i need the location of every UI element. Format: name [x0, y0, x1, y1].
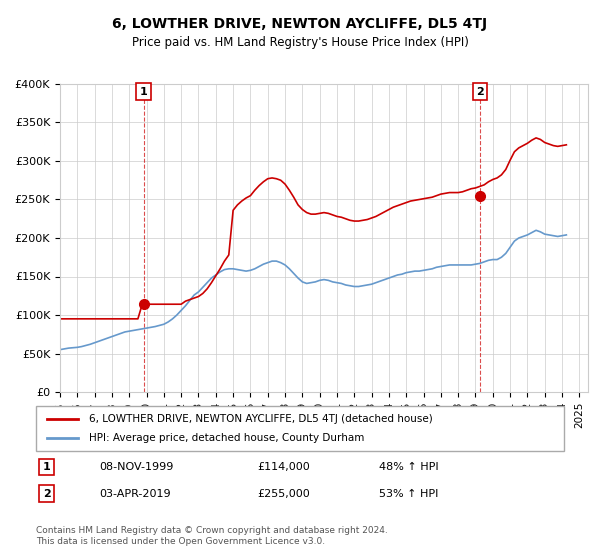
Text: £114,000: £114,000 — [258, 462, 311, 472]
Text: 53% ↑ HPI: 53% ↑ HPI — [379, 489, 439, 498]
Text: Price paid vs. HM Land Registry's House Price Index (HPI): Price paid vs. HM Land Registry's House … — [131, 36, 469, 49]
Text: 6, LOWTHER DRIVE, NEWTON AYCLIFFE, DL5 4TJ (detached house): 6, LOWTHER DRIVE, NEWTON AYCLIFFE, DL5 4… — [89, 413, 433, 423]
Text: 2: 2 — [476, 87, 484, 97]
Text: 48% ↑ HPI: 48% ↑ HPI — [379, 462, 439, 472]
Text: HPI: Average price, detached house, County Durham: HPI: Average price, detached house, Coun… — [89, 433, 364, 444]
Text: 08-NOV-1999: 08-NOV-1999 — [100, 462, 174, 472]
Text: 1: 1 — [140, 87, 148, 97]
Text: 6, LOWTHER DRIVE, NEWTON AYCLIFFE, DL5 4TJ: 6, LOWTHER DRIVE, NEWTON AYCLIFFE, DL5 4… — [112, 17, 488, 31]
Text: 1: 1 — [43, 462, 50, 472]
FancyBboxPatch shape — [36, 406, 564, 451]
Text: 03-APR-2019: 03-APR-2019 — [100, 489, 171, 498]
Text: Contains HM Land Registry data © Crown copyright and database right 2024.
This d: Contains HM Land Registry data © Crown c… — [36, 526, 388, 546]
Text: 2: 2 — [43, 489, 50, 498]
Text: £255,000: £255,000 — [258, 489, 311, 498]
